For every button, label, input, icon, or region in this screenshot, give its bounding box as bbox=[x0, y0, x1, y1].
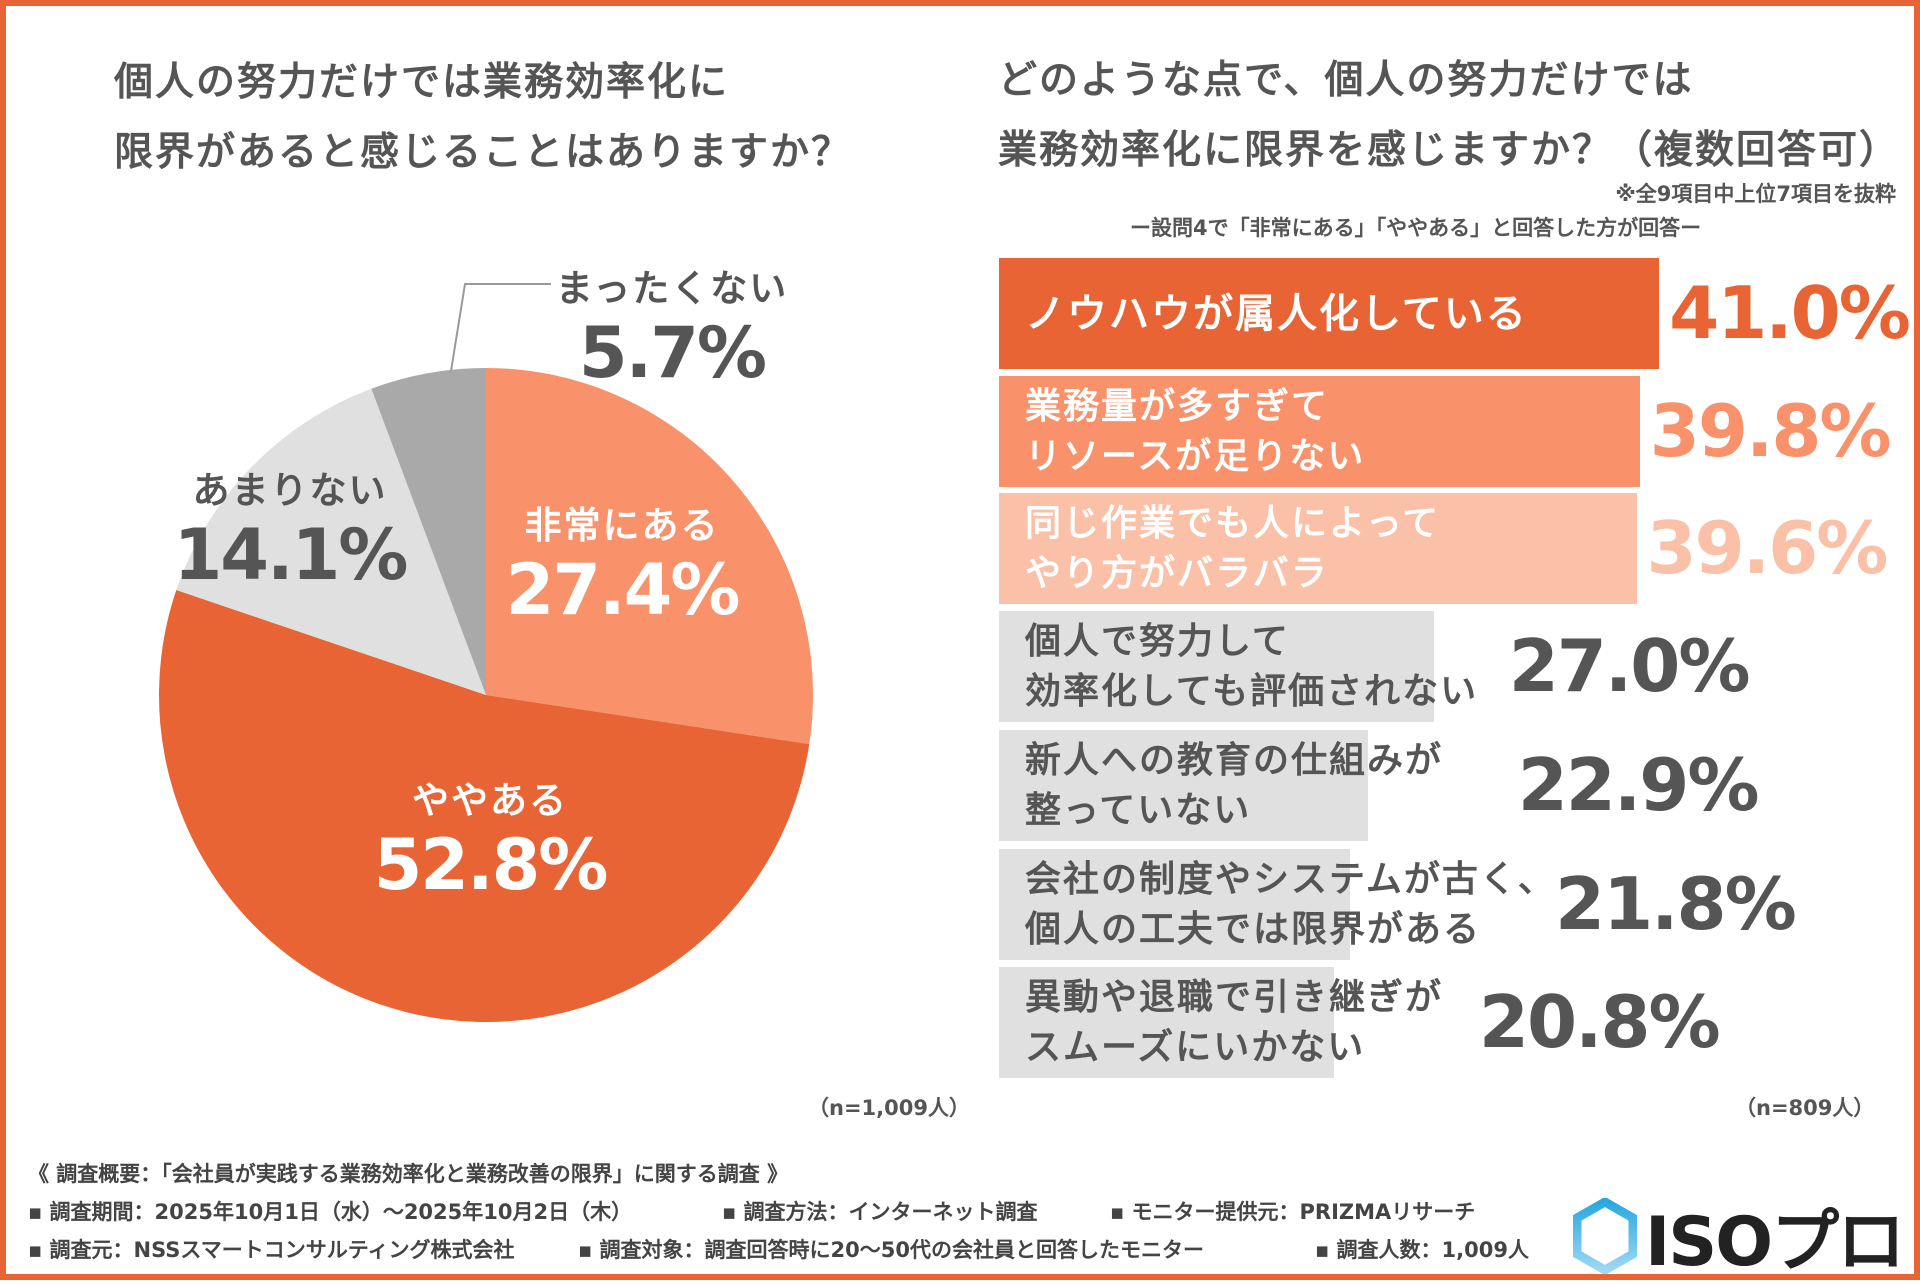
bar-subnote: ー設問4で「非常にある」「ややある」と回答した方が回答ー bbox=[1130, 216, 1702, 240]
slice-label-3: まったくない 5.7% bbox=[556, 258, 789, 394]
bar-value: 41.0% bbox=[1669, 271, 1911, 355]
bar-4: 新人への教育の仕組みが 整っていない bbox=[999, 730, 1441, 841]
slice-name: 非常にある bbox=[524, 504, 720, 547]
logo-text: ISOプロ bbox=[1645, 1203, 1905, 1282]
bar-label: 新人への教育の仕組みが 整っていない bbox=[1025, 739, 1444, 831]
survey-summary: 《 調査概要：「会社員が実践する業務効率化と業務改善の限界」に関する調査 》 bbox=[28, 1162, 789, 1186]
bar-label: 業務量が多すぎて リソースが足りない bbox=[1025, 385, 1366, 477]
bar-label: 個人で努力して 効率化しても評価されない bbox=[1025, 620, 1479, 712]
logo: ISOプロ bbox=[1573, 1186, 1905, 1285]
survey-method: ▪ 調査方法：インターネット調査 bbox=[722, 1200, 1038, 1224]
slice-label-0: 非常にある 27.4% bbox=[505, 495, 741, 631]
slice-value: 14.1% bbox=[173, 514, 409, 596]
pie-slice-0 bbox=[486, 368, 814, 745]
slice-label-1: ややある 52.8% bbox=[373, 770, 609, 906]
bar-0: ノウハウが属人化している bbox=[999, 258, 1660, 369]
bar-label: 同じ作業でも人によって やり方がバラバラ bbox=[1025, 502, 1441, 594]
bar-2: 同じ作業でも人によって やり方がバラバラ bbox=[999, 493, 1637, 604]
bar-sample-size: （n=809人） bbox=[1735, 1096, 1875, 1120]
bar-value: 22.9% bbox=[1517, 743, 1760, 827]
slice-value: 27.4% bbox=[505, 549, 741, 631]
slice-name: あまりない bbox=[192, 469, 388, 512]
slice-value: 52.8% bbox=[373, 824, 609, 906]
bar-title-line: どのような点で、個人の努力だけでは bbox=[998, 58, 1694, 103]
bar-value: 27.0% bbox=[1508, 624, 1751, 708]
pie-slice-1 bbox=[159, 590, 810, 1022]
bar-value: 39.8% bbox=[1649, 389, 1892, 473]
bar-5: 会社の制度やシステムが古く、 個人の工夫では限界がある bbox=[999, 849, 1554, 960]
bar-label: 異動や退職で引き継ぎが スムーズにいかない bbox=[1025, 976, 1444, 1068]
pie-slice-3 bbox=[371, 368, 486, 695]
pie-title: 個人の努力だけでは業務効率化に 限界があると感じることはありますか？ bbox=[114, 48, 852, 188]
bar-6: 異動や退職で引き継ぎが スムーズにいかない bbox=[999, 967, 1441, 1078]
slice-name: まったくない bbox=[555, 267, 789, 310]
pie-sample-size: （n=1,009人） bbox=[808, 1096, 970, 1120]
bar-note: ※全9項目中上位7項目を抜粋 bbox=[1615, 182, 1896, 206]
bar-label: 会社の制度やシステムが古く、 個人の工夫では限界がある bbox=[1025, 858, 1556, 950]
survey-target: ▪ 調査対象：調査回答時に20〜50代の会社員と回答したモニター bbox=[578, 1238, 1204, 1262]
slice-label-2: あまりない 14.1% bbox=[173, 460, 409, 596]
survey-organizer: ▪ 調査元：NSSスマートコンサルティング株式会社 bbox=[28, 1238, 515, 1262]
pie-slice-2 bbox=[176, 388, 486, 695]
bar-value: 39.6% bbox=[1646, 506, 1889, 590]
survey-period: ▪ 調査期間：2025年10月1日（水）〜2025年10月2日（木） bbox=[28, 1200, 633, 1224]
slice-name: ややある bbox=[411, 779, 568, 822]
pie-title-line: 個人の努力だけでは業務効率化に bbox=[114, 60, 730, 105]
bar-value: 20.8% bbox=[1478, 980, 1721, 1064]
bar-3: 個人で努力して 効率化しても評価されない bbox=[999, 611, 1476, 722]
bar-title-line: 業務効率化に限界を感じますか？（複数回答可） bbox=[998, 128, 1901, 173]
survey-count: ▪ 調査人数：1,009人 bbox=[1315, 1238, 1529, 1262]
slice-value: 5.7% bbox=[578, 312, 767, 394]
bar-title: どのような点で、個人の努力だけでは 業務効率化に限界を感じますか？（複数回答可） bbox=[998, 46, 1900, 186]
pie-title-line: 限界があると感じることはありますか？ bbox=[114, 130, 853, 175]
bar-value: 21.8% bbox=[1554, 862, 1797, 946]
bar-label: ノウハウが属人化している bbox=[1025, 290, 1528, 337]
bar-1: 業務量が多すぎて リソースが足りない bbox=[999, 376, 1640, 487]
hexagon-icon bbox=[1573, 1197, 1637, 1274]
leader-line bbox=[450, 283, 551, 372]
survey-provider: ▪ モニター提供元：PRIZMAリサーチ bbox=[1110, 1200, 1476, 1224]
